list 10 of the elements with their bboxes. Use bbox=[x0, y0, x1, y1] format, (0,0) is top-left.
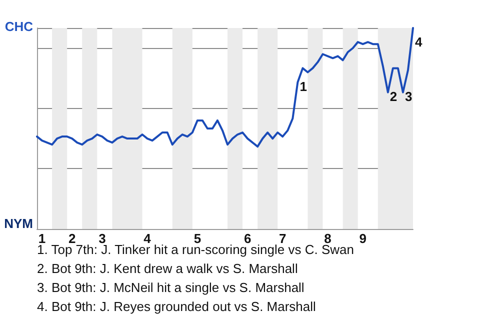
annotation: 3 bbox=[404, 88, 412, 104]
text: 2. Bot 9th: J. Kent drew a walk vs S. Marshall bbox=[37, 261, 298, 276]
annotation: 1 bbox=[300, 78, 307, 94]
text: 3. Bot 9th: J. McNeil hit a single vs S. Marshall bbox=[37, 280, 304, 295]
annotation: 2 bbox=[390, 88, 398, 104]
text: NYM bbox=[4, 216, 33, 231]
x-tick-label: 9 bbox=[359, 231, 366, 246]
text: CHC bbox=[4, 19, 34, 34]
text: 4 bbox=[415, 34, 423, 50]
text: 4. Bot 9th: J. Reyes grounded out vs S. Marshall bbox=[37, 299, 316, 314]
